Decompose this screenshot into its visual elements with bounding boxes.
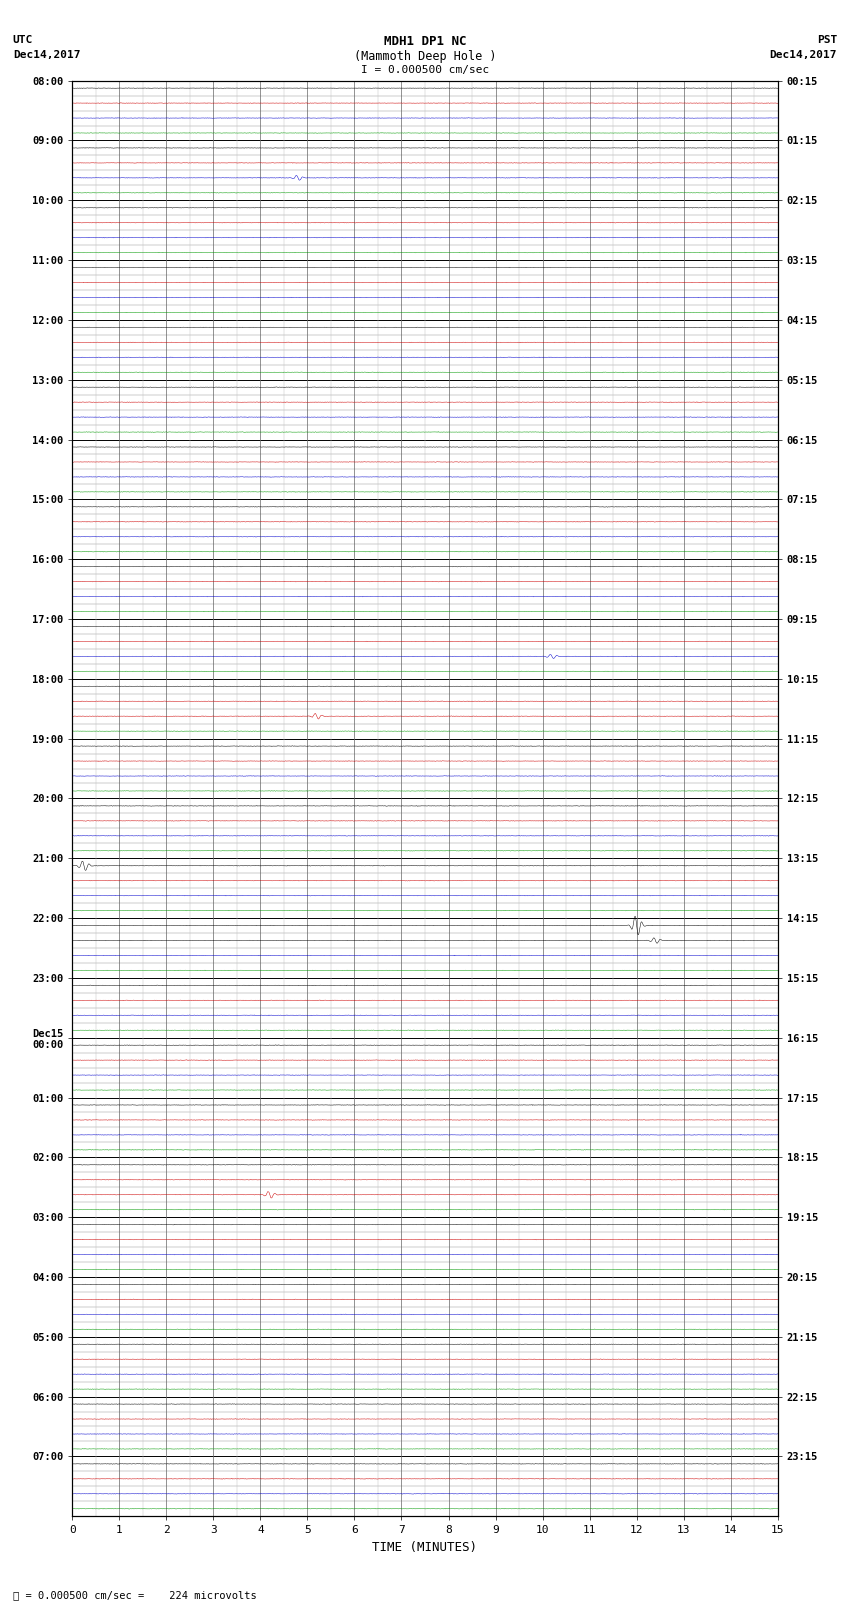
Text: PST: PST [817, 35, 837, 45]
Text: Dec14,2017: Dec14,2017 [770, 50, 837, 60]
Text: UTC: UTC [13, 35, 33, 45]
Text: I = 0.000500 cm/sec: I = 0.000500 cm/sec [361, 65, 489, 74]
Text: MDH1 DP1 NC: MDH1 DP1 NC [383, 35, 467, 48]
Text: (Mammoth Deep Hole ): (Mammoth Deep Hole ) [354, 50, 496, 63]
Text: Dec14,2017: Dec14,2017 [13, 50, 80, 60]
Text: ␓ = 0.000500 cm/sec =    224 microvolts: ␓ = 0.000500 cm/sec = 224 microvolts [13, 1590, 257, 1600]
X-axis label: TIME (MINUTES): TIME (MINUTES) [372, 1540, 478, 1553]
